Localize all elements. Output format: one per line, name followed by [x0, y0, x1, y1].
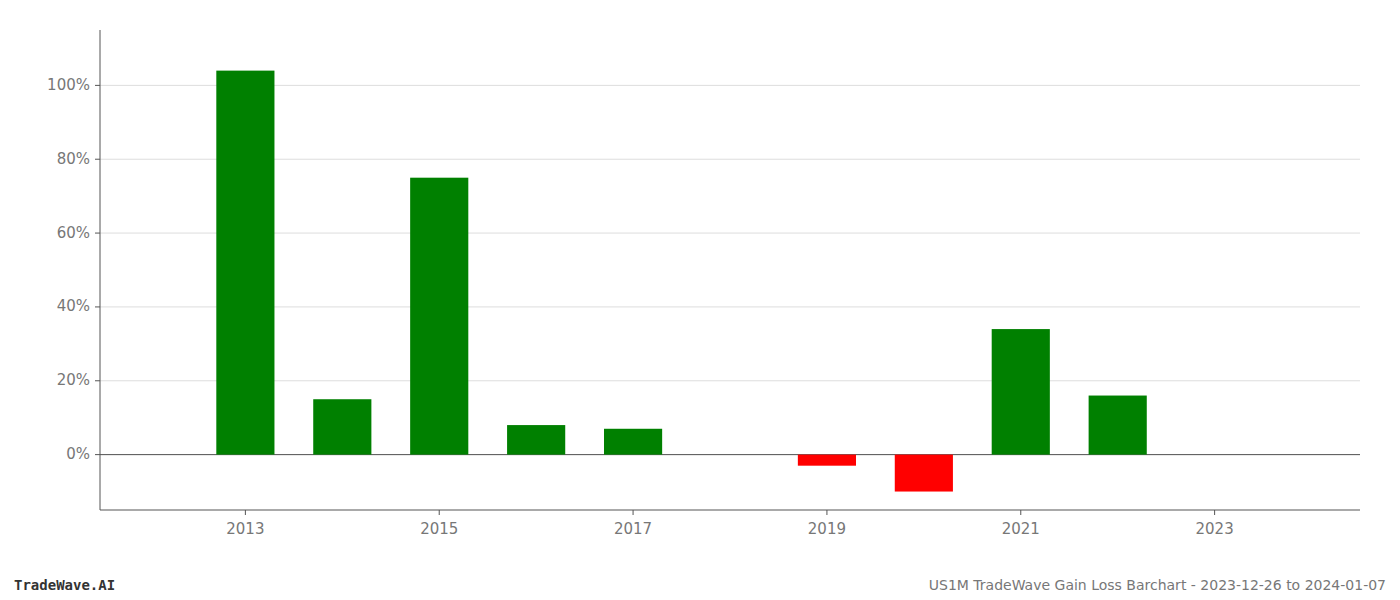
y-tick-label: 60% — [57, 224, 90, 242]
y-tick-label: 80% — [57, 150, 90, 168]
grid-line — [100, 233, 1360, 234]
y-tick — [95, 85, 100, 86]
x-tick-label: 2013 — [226, 520, 264, 538]
y-tick-label: 40% — [57, 297, 90, 315]
grid-line — [100, 380, 1360, 381]
bar — [313, 399, 371, 454]
bar — [507, 425, 565, 455]
bar — [798, 455, 856, 466]
y-tick — [95, 454, 100, 455]
bar — [410, 178, 468, 455]
y-tick-label: 20% — [57, 371, 90, 389]
x-tick — [245, 510, 246, 515]
y-tick — [95, 159, 100, 160]
axes: 0% 20% 40% 60% 80% 100% 2013 2015 2017 2019 2021 20… — [47, 30, 1360, 538]
x-axis-line — [100, 510, 1360, 511]
x-tick-label: 2023 — [1196, 520, 1234, 538]
y-axis-line — [100, 30, 101, 510]
chart: 0% 20% 40% 60% 80% 100% 2013 2015 2017 2019 2021 20… — [0, 0, 1400, 600]
x-tick — [633, 510, 634, 515]
bars — [216, 71, 1146, 492]
x-tick — [1214, 510, 1215, 515]
grid — [100, 85, 1360, 454]
x-tick — [439, 510, 440, 515]
x-tick — [826, 510, 827, 515]
grid-line — [100, 454, 1360, 455]
y-tick — [95, 306, 100, 307]
y-tick-label: 100% — [47, 76, 90, 94]
bar — [1089, 396, 1147, 455]
y-tick-label: 0% — [66, 445, 90, 463]
x-tick — [1020, 510, 1021, 515]
x-tick-label: 2019 — [808, 520, 846, 538]
x-tick-label: 2015 — [420, 520, 458, 538]
x-tick-label: 2021 — [1002, 520, 1040, 538]
chart-container: 0% 20% 40% 60% 80% 100% 2013 2015 2017 2019 2021 20… — [0, 0, 1400, 600]
footer-left: TradeWave.AI — [14, 577, 115, 593]
bar — [604, 429, 662, 455]
footer-right: US1M TradeWave Gain Loss Barchart - 2023… — [929, 577, 1386, 593]
x-tick-label: 2017 — [614, 520, 652, 538]
grid-line — [100, 85, 1360, 86]
zero-line — [100, 454, 1360, 455]
bar — [895, 455, 953, 492]
y-tick — [95, 380, 100, 381]
bar — [992, 329, 1050, 455]
bar — [701, 454, 759, 455]
grid-line — [100, 306, 1360, 307]
bar — [216, 71, 274, 455]
grid-line — [100, 159, 1360, 160]
y-tick — [95, 233, 100, 234]
